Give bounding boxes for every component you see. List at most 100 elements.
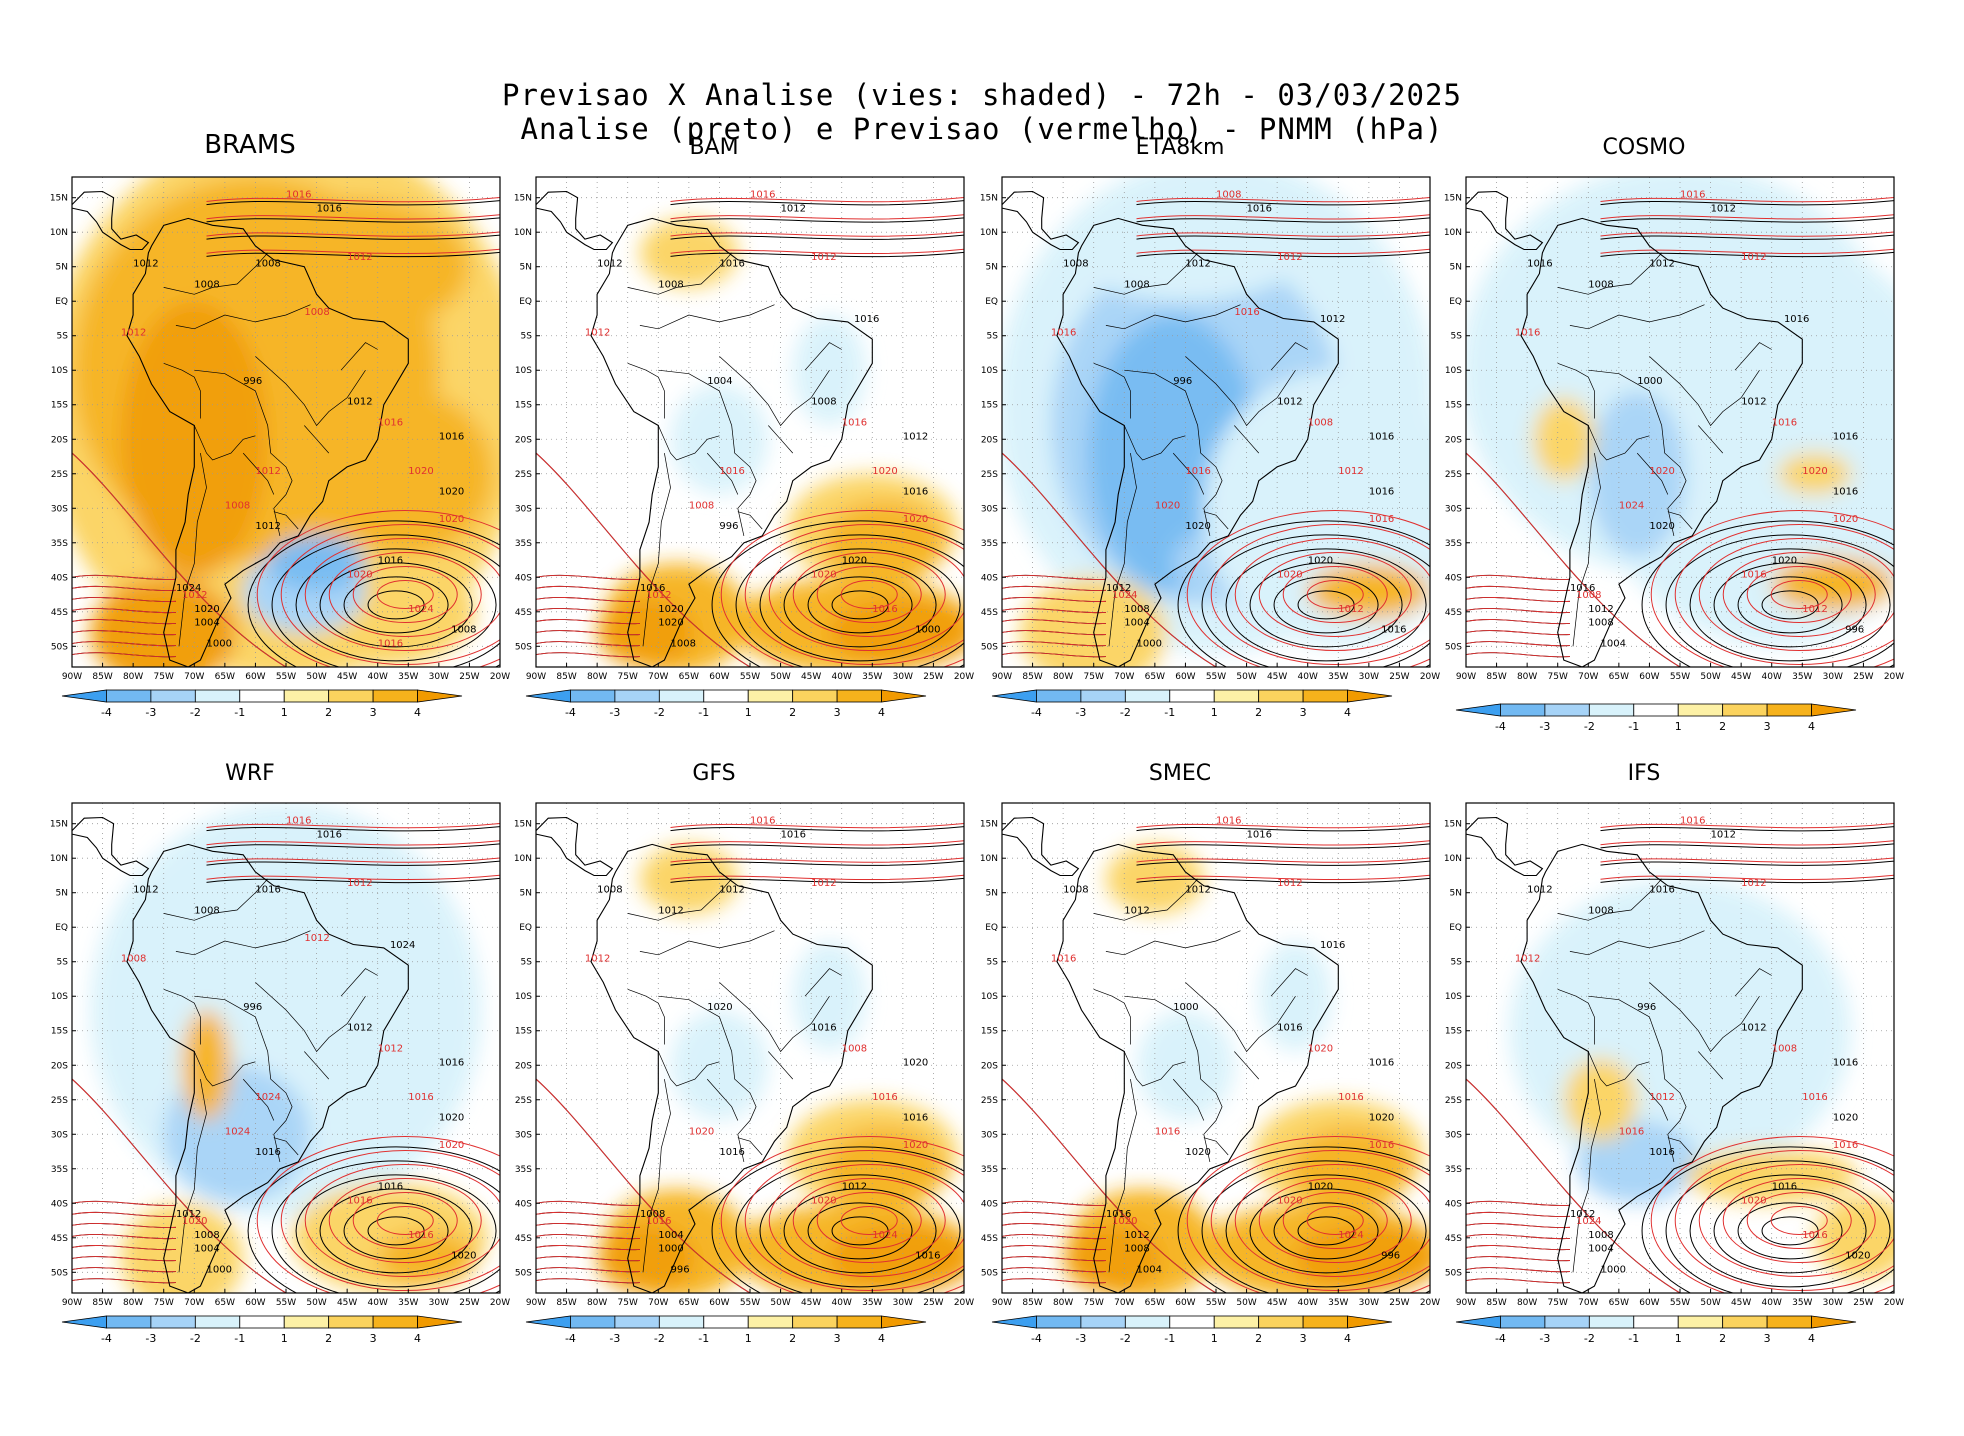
isobar-label-analysis: 1008 xyxy=(194,1230,219,1241)
isobar-label-analysis: 1012 xyxy=(1570,1209,1595,1220)
axis-labels: 15N 10N 5N EQ 5S 10S 15S 20S 25S 30S 35S 40S 45S 50S 9… xyxy=(50,194,510,682)
isobar-line xyxy=(247,1146,500,1293)
isobar-label-analysis: 1012 xyxy=(1185,259,1210,270)
isobar-label-forecast: 1008 xyxy=(1216,190,1241,201)
colorbar-label: -2 xyxy=(654,706,665,719)
colorbar-label: 3 xyxy=(370,706,377,719)
isobar-line xyxy=(1306,580,1364,610)
colorbar-segment xyxy=(239,1315,285,1329)
isobar-label-analysis: 1024 xyxy=(176,583,201,594)
isobar-line xyxy=(536,1256,640,1262)
isobar-line xyxy=(72,1278,176,1284)
graticule xyxy=(72,803,500,1293)
isobar-line xyxy=(72,1200,176,1207)
isobar-line xyxy=(1002,652,1106,658)
bias-shading xyxy=(1508,878,1894,1280)
isobar-line xyxy=(1002,1200,1106,1207)
panel-title: ETA8km xyxy=(1135,135,1225,160)
colorbar-label: 4 xyxy=(1808,720,1815,733)
isobar-label-analysis: 1012 xyxy=(1124,905,1149,916)
lon-label: 40W xyxy=(1298,1298,1318,1308)
lat-label: 50S xyxy=(981,642,998,652)
central-america-coast xyxy=(1466,816,1544,877)
isobar-line xyxy=(792,552,946,638)
isobar-line xyxy=(720,510,964,667)
isobar-label-forecast: 1024 xyxy=(1619,500,1644,511)
colorbar-label: 2 xyxy=(1719,720,1726,733)
isobar-line xyxy=(1201,1160,1430,1293)
isobar-line xyxy=(1002,1267,1106,1273)
isobar-line xyxy=(816,1192,922,1250)
isobar-label-analysis: 1000 xyxy=(1601,1264,1626,1275)
isobar-label-analysis: 996 xyxy=(1173,376,1192,387)
lon-label: 70W xyxy=(184,1298,204,1308)
isobar-line xyxy=(1466,1078,1681,1293)
isobar-label-forecast: 1016 xyxy=(1185,466,1210,477)
isobars xyxy=(1002,823,1430,1293)
colorbar-label: 3 xyxy=(370,1332,377,1345)
lon-label: 60W xyxy=(1639,672,1659,682)
bias-region xyxy=(1295,1223,1430,1293)
lon-label: 35W xyxy=(1328,1298,1348,1308)
lon-label: 85W xyxy=(1486,672,1506,682)
country-border xyxy=(273,1137,299,1156)
isobar-line xyxy=(206,823,500,829)
isobar-label-analysis: 1016 xyxy=(1381,624,1406,635)
isobar-line xyxy=(1674,524,1894,666)
isobar-label-analysis: 996 xyxy=(243,1002,262,1013)
lon-label: 40W xyxy=(368,1298,388,1308)
isobar-line xyxy=(1186,1136,1430,1293)
isobar-line xyxy=(711,1146,964,1293)
lon-label: 90W xyxy=(526,1298,546,1308)
colorbar-segment xyxy=(1766,703,1812,717)
isobar-label-forecast: 1012 xyxy=(1338,466,1363,477)
country-border xyxy=(1185,982,1296,1053)
country-border xyxy=(1203,1137,1229,1156)
country-border xyxy=(1587,1051,1650,1087)
map-frame: 1016101210081012101610161020102010161012… xyxy=(980,802,1440,1308)
isobar-line xyxy=(670,251,964,258)
lon-label: 40W xyxy=(1298,672,1318,682)
lat-label: 25S xyxy=(515,1096,532,1106)
country-border xyxy=(1649,356,1760,427)
map-frame: 1012101610121008100810121016102010161020… xyxy=(514,176,974,682)
isobar-label-analysis: 996 xyxy=(671,1264,690,1275)
isobar-label-analysis: 1004 xyxy=(194,618,219,629)
lon-label: 40W xyxy=(832,1298,852,1308)
isobar-label-analysis: 1020 xyxy=(1185,521,1210,532)
isobar-line xyxy=(1600,231,1894,237)
isobar-line xyxy=(72,652,176,658)
axis-labels: 15N 10N 5N EQ 5S 10S 15S 20S 25S 30S 35S 40S 45S 50S 9… xyxy=(514,194,974,682)
isobar-line xyxy=(840,580,898,610)
isobar-line xyxy=(1600,200,1894,206)
country-border xyxy=(1667,1137,1693,1156)
colorbar-label: 1 xyxy=(745,706,752,719)
axis-labels: 15N 10N 5N EQ 5S 10S 15S 20S 25S 30S 35S 40S 45S 50S 9… xyxy=(980,194,1440,682)
isobar-line xyxy=(1466,1211,1570,1218)
isobar-line xyxy=(1600,843,1894,849)
lat-label: EQ xyxy=(519,923,532,933)
isobar-line xyxy=(1234,1164,1430,1278)
isobar-label-analysis: 1004 xyxy=(658,1230,683,1241)
lat-label: 5N xyxy=(520,889,532,899)
lon-label: 85W xyxy=(556,1298,576,1308)
lon-label: 70W xyxy=(648,1298,668,1308)
isobar-label-forecast: 1008 xyxy=(1772,1043,1797,1054)
colorbar-segment xyxy=(150,689,196,703)
lat-label: 40S xyxy=(515,573,532,583)
colorbar-segment xyxy=(283,1315,330,1329)
isobar-line xyxy=(744,1150,964,1292)
lon-label: 45W xyxy=(1731,1298,1751,1308)
isobar-label-forecast: 1012 xyxy=(304,933,329,944)
colorbar-segment xyxy=(372,689,418,703)
colorbar-label: 2 xyxy=(789,1332,796,1345)
lat-label: 10S xyxy=(515,992,532,1002)
isobar-label-forecast: 1016 xyxy=(378,638,403,649)
country-border xyxy=(1185,356,1296,427)
map-panel-bam: BAM 1012 1016 1012 1008 1008 1012 1016 1020 1016 1… xyxy=(500,130,980,750)
colorbar: -4 -3 -2 -1 1 2 3 4 xyxy=(61,689,463,719)
lat-label: 35S xyxy=(981,1165,998,1175)
country-border xyxy=(719,982,830,1053)
isobar-label-analysis: 1016 xyxy=(1527,259,1552,270)
lat-label: 15N xyxy=(980,194,998,204)
